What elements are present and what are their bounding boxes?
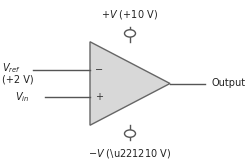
- Text: $V_{\mathregular{in}}$: $V_{\mathregular{in}}$: [15, 90, 30, 104]
- Text: +: +: [95, 92, 103, 102]
- Circle shape: [124, 130, 136, 137]
- Text: $-V$ (\u221210 V): $-V$ (\u221210 V): [88, 147, 172, 160]
- Text: −: −: [95, 65, 103, 75]
- Text: $+V$ (+10 V): $+V$ (+10 V): [102, 8, 158, 21]
- Text: (+2 V): (+2 V): [2, 74, 34, 84]
- Circle shape: [124, 30, 136, 37]
- Text: $V_{\mathregular{ref}}$: $V_{\mathregular{ref}}$: [2, 62, 22, 75]
- Polygon shape: [90, 42, 170, 125]
- Text: Output: Output: [211, 78, 246, 89]
